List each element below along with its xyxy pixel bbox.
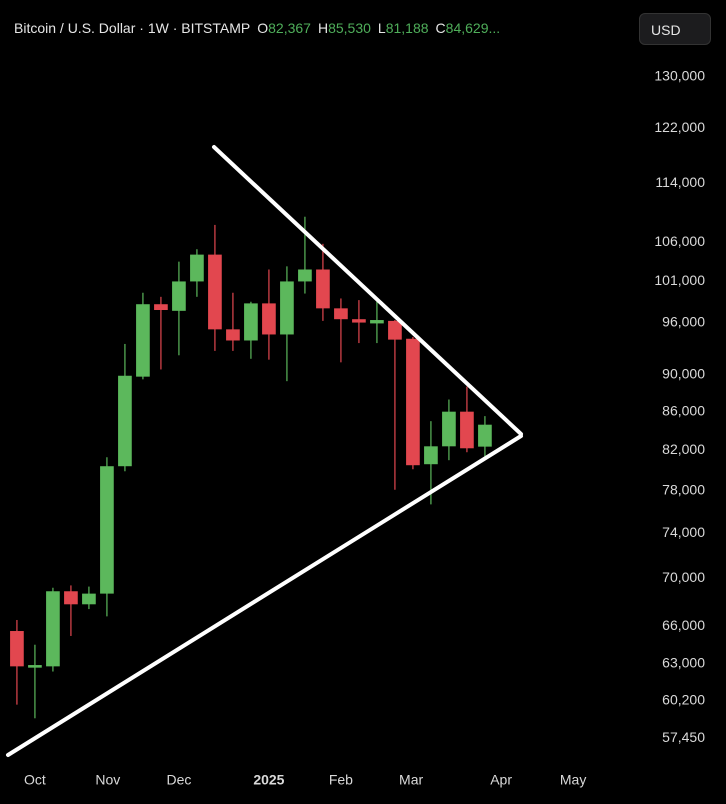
- symbol: Bitcoin / U.S. Dollar · 1W · BITSTAMP: [14, 20, 251, 36]
- low-label: L: [377, 20, 386, 36]
- candle-body: [244, 303, 258, 341]
- candle-body: [478, 424, 492, 447]
- y-tick-label: 57,450: [662, 729, 705, 745]
- candle-body: [208, 254, 222, 330]
- close-value: 84,629...: [445, 20, 501, 36]
- x-tick-label: Mar: [399, 772, 423, 788]
- y-tick-label: 74,000: [662, 524, 705, 540]
- candle-body: [280, 281, 294, 335]
- currency-button[interactable]: USD: [639, 13, 711, 45]
- high-value: 85,530: [328, 20, 371, 36]
- y-tick-label: 101,000: [654, 272, 705, 288]
- y-tick-label: 106,000: [654, 233, 705, 249]
- candle-body: [262, 303, 276, 335]
- candle-body: [424, 446, 438, 465]
- low-value: 81,188: [385, 20, 429, 36]
- candle-body: [334, 308, 348, 320]
- candle-body: [352, 319, 366, 323]
- x-tick-label: Dec: [166, 772, 191, 788]
- y-tick-label: 60,200: [662, 691, 705, 707]
- y-tick-label: 114,000: [655, 174, 705, 190]
- x-tick-label: 2025: [253, 772, 284, 788]
- candles: [10, 216, 492, 719]
- candle-body: [100, 466, 114, 594]
- candle-body: [316, 269, 330, 309]
- y-tick-label: 122,000: [654, 119, 705, 135]
- candle-body: [370, 320, 384, 324]
- trendline-upper: [212, 145, 523, 436]
- high-label: H: [317, 20, 329, 36]
- candle-body: [388, 320, 402, 340]
- candle-body: [46, 591, 60, 667]
- x-tick-label: Apr: [490, 772, 512, 788]
- candle-body: [10, 631, 24, 667]
- open-value: 82,367: [268, 20, 311, 36]
- candle-body: [136, 304, 150, 377]
- close-label: C: [435, 20, 446, 36]
- symbol-header: Bitcoin / U.S. Dollar · 1W · BITSTAMP O82…: [14, 20, 500, 36]
- y-tick-label: 70,000: [662, 569, 705, 585]
- y-tick-label: 66,000: [662, 617, 705, 633]
- x-tick-label: May: [560, 772, 586, 788]
- candle-body: [118, 375, 132, 467]
- y-tick-label: 130,000: [654, 68, 705, 84]
- x-tick-label: Feb: [329, 772, 353, 788]
- candle-body: [64, 591, 78, 605]
- trendline-lower: [6, 434, 523, 757]
- x-tick-label: Nov: [95, 772, 120, 788]
- y-tick-label: 96,000: [662, 313, 705, 329]
- candle-body: [28, 665, 42, 668]
- candle-body: [406, 338, 420, 466]
- candle-body: [190, 254, 204, 282]
- candle-body: [226, 329, 240, 341]
- candle-body: [82, 593, 96, 605]
- candle-body: [460, 411, 474, 449]
- y-tick-label: 86,000: [662, 402, 705, 418]
- y-tick-label: 90,000: [662, 366, 705, 382]
- y-tick-label: 82,000: [662, 441, 705, 457]
- y-tick-label: 63,000: [662, 654, 705, 670]
- candle-body: [172, 281, 186, 311]
- candle-body: [442, 411, 456, 447]
- candle-body: [154, 304, 168, 311]
- open-label: O: [257, 20, 269, 36]
- y-tick-label: 78,000: [662, 481, 705, 497]
- x-tick-label: Oct: [24, 772, 46, 788]
- candle-body: [298, 269, 312, 282]
